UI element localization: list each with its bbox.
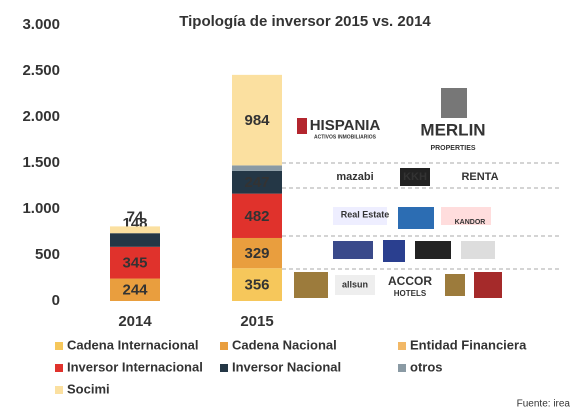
y-tick-label: 0 [52, 292, 60, 309]
data-label: 244 [122, 282, 148, 299]
legend-swatch [55, 386, 63, 394]
data-label: 345 [122, 255, 147, 272]
bar-segment [110, 246, 160, 279]
legend-label: Cadena Internacional [67, 337, 198, 352]
logo-box [333, 207, 387, 225]
logo-text: MERLIN [420, 120, 485, 139]
logo-box [398, 207, 434, 229]
logo-box [461, 241, 495, 259]
y-tick-label: 3.000 [22, 16, 60, 33]
logo-box [335, 275, 375, 295]
y-tick-label: 500 [35, 246, 60, 263]
logo-box [441, 88, 467, 118]
bar-segment [232, 268, 282, 301]
legend-swatch [398, 364, 406, 372]
logo-text: KANDOR [455, 219, 486, 226]
bar-segment [110, 226, 160, 234]
bar-segment [232, 237, 282, 269]
legend-swatch [398, 342, 406, 350]
data-label: 984 [244, 112, 270, 129]
bar-segment [232, 170, 282, 194]
data-label: 356 [244, 277, 269, 294]
logo-box [445, 274, 465, 296]
logo-text: PROPERTIES [430, 145, 475, 152]
x-tick-label: 2015 [240, 313, 273, 330]
logo-box [415, 241, 451, 259]
bar-segment [110, 233, 160, 247]
logo-text: allsun [342, 279, 368, 289]
logo-text: HISPANIA [310, 117, 381, 134]
logo-text: HOTELS [394, 289, 427, 298]
legend-label: Inversor Nacional [232, 359, 341, 374]
bar-segment [232, 74, 282, 166]
bar-segment [232, 193, 282, 238]
legend-swatch [55, 364, 63, 372]
legend-swatch [55, 342, 63, 350]
logo-text: ACCOR [388, 274, 432, 288]
logo-text: KKH [403, 171, 427, 183]
logo-box [333, 241, 373, 259]
data-label: 74 [127, 208, 144, 225]
legend-label: Socimi [67, 381, 110, 396]
bar-segment [110, 278, 160, 301]
dividers [282, 162, 560, 270]
y-tick-label: 1.500 [22, 154, 60, 171]
logo-text: mazabi [336, 171, 373, 183]
logo-box [294, 272, 328, 298]
data-label: 482 [244, 208, 269, 225]
logo-text: Real Estate [341, 209, 390, 219]
legend-label: otros [410, 359, 443, 374]
legend-label: Cadena Nacional [232, 337, 337, 352]
data-label: 329 [244, 245, 269, 262]
legend-swatch [220, 342, 228, 350]
logo-box [474, 272, 502, 298]
bar-segment [232, 165, 282, 171]
logo-box [297, 118, 307, 134]
data-label: 247 [244, 174, 269, 191]
y-tick-label: 2.500 [22, 62, 60, 79]
chart-title: Tipología de inversor 2015 vs. 2014 [179, 13, 431, 30]
legend-label: Inversor Internacional [67, 359, 203, 374]
x-tick-label: 2014 [118, 313, 152, 330]
legend-label: Entidad Financiera [410, 337, 527, 352]
logo-text: ACTIVOS INMOBILIARIOS [314, 134, 377, 140]
source: Fuente: irea [517, 399, 571, 410]
logo-box [441, 207, 491, 225]
legend-swatch [220, 364, 228, 372]
logo-text: RENTA [461, 171, 498, 183]
y-tick-label: 2.000 [22, 108, 60, 125]
y-tick-label: 1.000 [22, 200, 60, 217]
logo-box [400, 168, 430, 186]
logo-box [383, 240, 405, 262]
